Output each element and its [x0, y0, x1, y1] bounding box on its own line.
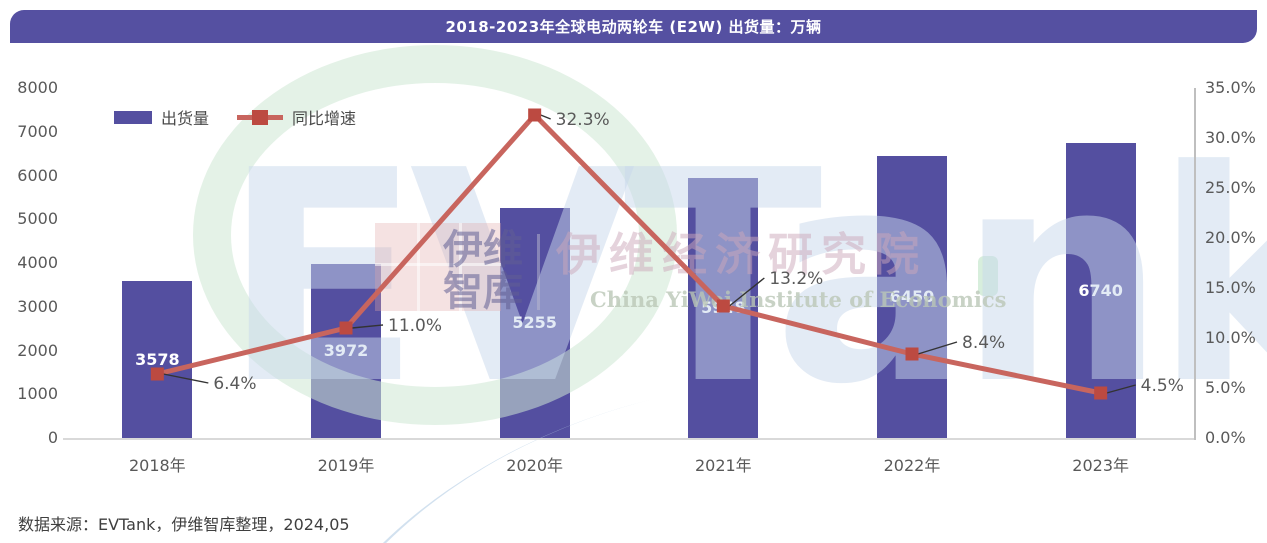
- y-axis-tick-left: 6000: [17, 165, 58, 185]
- y-axis-tick-left: 7000: [17, 121, 58, 141]
- legend-bar-swatch-icon: [114, 110, 152, 124]
- growth-point-label: 8.4%: [962, 333, 1005, 353]
- growth-point-label: 4.5%: [1141, 376, 1184, 396]
- y-axis-tick-left: 5000: [17, 209, 58, 229]
- growth-label-leader-line: [728, 277, 765, 307]
- bar-value-label: 6450: [889, 286, 935, 306]
- legend-line-swatch-icon: [237, 109, 284, 125]
- y-axis-tick-left: 3000: [17, 296, 58, 316]
- y-axis-tick-right: 30.0%: [1205, 128, 1256, 147]
- y-axis-tick-left: 2000: [17, 340, 58, 360]
- y-axis-tick-right: 10.0%: [1205, 328, 1256, 347]
- growth-point-marker: [716, 299, 730, 313]
- y-axis-tick-right: 15.0%: [1205, 278, 1256, 297]
- chart-title: 2018-2023年全球电动两轮车 (E2W) 出货量：万辆: [445, 18, 822, 36]
- x-axis-label: 2018年: [128, 456, 186, 475]
- y-axis-tick-left: 0: [47, 428, 58, 447]
- shipment-bar: [877, 155, 947, 438]
- growth-label-leader-line: [917, 341, 958, 355]
- y-axis-tick-right: 25.0%: [1205, 178, 1256, 197]
- x-axis-label: 2021年: [694, 456, 752, 475]
- x-axis-label: 2023年: [1072, 456, 1130, 475]
- bar-value-label: 3972: [323, 341, 369, 361]
- growth-label-leader-line: [540, 114, 551, 120]
- growth-point-marker: [150, 367, 164, 381]
- x-axis-label: 2020年: [506, 456, 564, 475]
- y-axis-tick-right: 20.0%: [1205, 228, 1256, 247]
- bar-value-label: 6740: [1078, 280, 1123, 300]
- legend-line-label: 同比增速: [292, 109, 357, 128]
- y-axis-tick-right: 5.0%: [1205, 378, 1246, 397]
- shipment-bar: [122, 281, 193, 438]
- x-axis-label: 2019年: [317, 456, 375, 475]
- x-axis-line: [63, 438, 1195, 440]
- growth-point-label: 13.2%: [769, 269, 823, 289]
- y-axis-tick-right: 35.0%: [1205, 78, 1256, 97]
- bar-value-label: 3578: [135, 349, 180, 369]
- growth-point-marker: [528, 108, 542, 122]
- growth-point-label: 32.3%: [556, 110, 610, 130]
- growth-point-marker: [1094, 386, 1108, 400]
- legend-line-marker: [252, 109, 269, 125]
- x-axis-label: 2022年: [883, 456, 941, 475]
- growth-label-leader-line: [1106, 384, 1136, 394]
- title-banner: 2018-2023年全球电动两轮车 (E2W) 出货量：万辆: [10, 10, 1257, 43]
- data-source: 数据来源：EVTank，伊维智库整理，2024,05: [18, 515, 350, 534]
- y-axis-tick-left: 1000: [17, 384, 58, 404]
- y-axis-tick-left: 8000: [17, 78, 58, 97]
- right-axis-line: [1194, 88, 1196, 440]
- growth-point-label: 11.0%: [388, 316, 442, 336]
- growth-point-marker: [905, 347, 919, 361]
- bar-value-label: 5255: [512, 313, 557, 333]
- y-axis-tick-left: 4000: [17, 253, 58, 272]
- y-axis-tick-right: 0.0%: [1205, 428, 1246, 447]
- growth-point-marker: [339, 321, 353, 335]
- growth-label-leader-line: [351, 324, 384, 329]
- growth-line: [156, 111, 1102, 396]
